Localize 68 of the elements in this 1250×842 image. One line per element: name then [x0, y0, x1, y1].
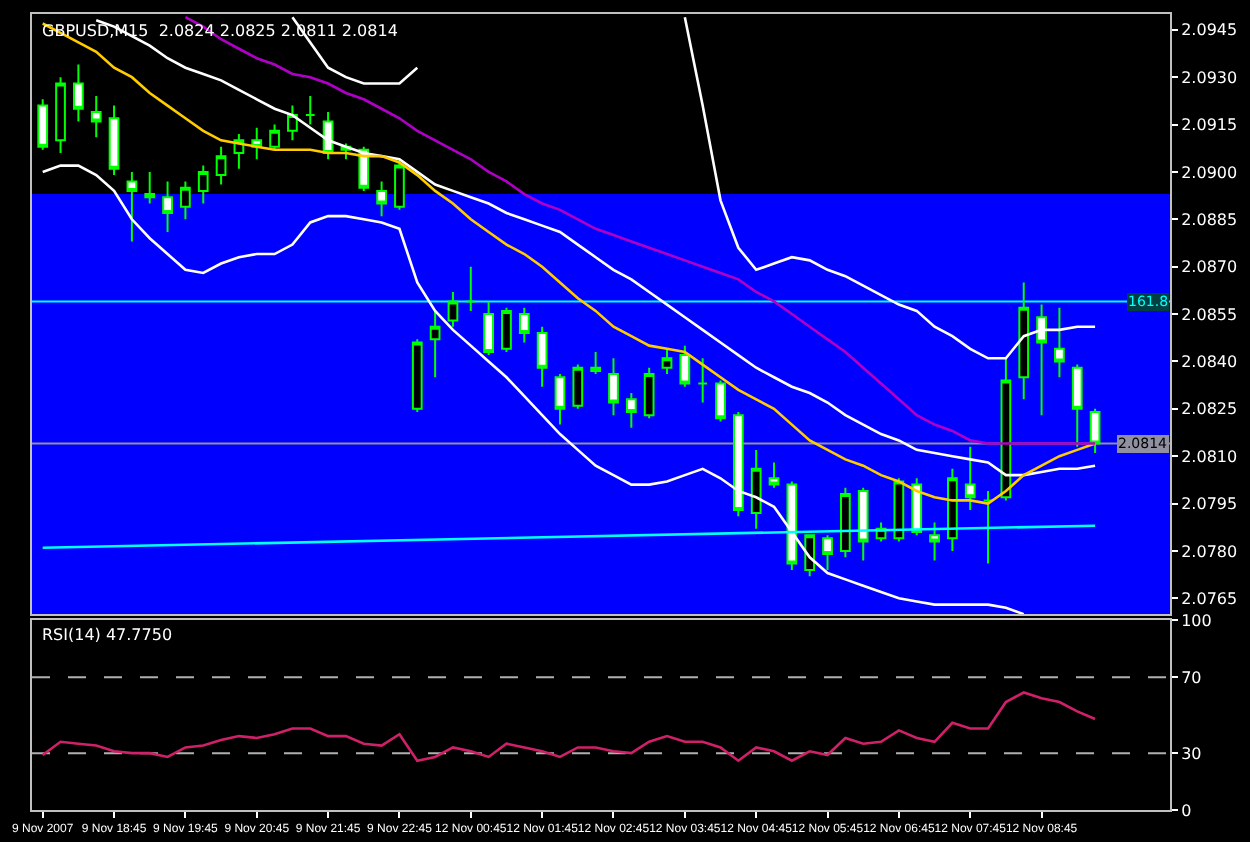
candlestick [625, 392, 637, 429]
candlestick [911, 477, 923, 537]
candlestick [162, 180, 173, 233]
candlestick [750, 448, 762, 530]
candlestick [55, 76, 66, 154]
candlestick [447, 290, 459, 328]
candlestick [554, 373, 566, 426]
candlestick [572, 363, 584, 410]
candlestick [768, 461, 780, 489]
candlestick [483, 300, 494, 357]
y-tick-label: 2.0855 [1181, 305, 1238, 324]
candlestick [857, 486, 869, 562]
candlestick [287, 104, 298, 142]
candlestick [786, 480, 798, 571]
candlestick [822, 534, 833, 571]
chart-title: RSI(14) 47.7750 [42, 626, 173, 644]
candlestick [661, 347, 673, 376]
candlestick [518, 306, 530, 344]
y-tick-label: 2.0780 [1181, 542, 1238, 561]
candlestick [144, 170, 156, 205]
candlestick [679, 344, 691, 388]
candlestick [536, 325, 548, 388]
y-tick-label: 70 [1181, 668, 1202, 687]
candlestick [715, 379, 726, 423]
candlestick [180, 180, 191, 221]
y-tick-label: 2.0900 [1181, 163, 1238, 182]
y-tick-label: 100 [1181, 612, 1212, 631]
y-tick-label: 2.0885 [1181, 210, 1238, 229]
candlestick [304, 95, 316, 126]
candlestick [411, 338, 423, 413]
candlestick [465, 265, 477, 312]
candlestick [643, 366, 655, 420]
candlestick [429, 309, 441, 379]
y-tick-label: 2.0795 [1181, 495, 1238, 514]
candlestick [732, 410, 744, 518]
y-tick-label: 2.0765 [1181, 589, 1238, 608]
candlestick [37, 98, 49, 151]
candlestick [1071, 363, 1083, 448]
candlestick [608, 357, 619, 417]
y-tick-label: 2.0810 [1181, 447, 1238, 466]
candlestick [1018, 281, 1030, 401]
y-tick-label: 2.0840 [1181, 353, 1238, 372]
candlestick [108, 104, 120, 177]
candlestick [840, 486, 851, 559]
candlestick [697, 357, 709, 404]
candlestick [90, 95, 102, 139]
line-series [41, 691, 1097, 763]
candlestick [929, 521, 940, 562]
y-tick-label: 2.0825 [1181, 400, 1238, 419]
candlestick [947, 467, 958, 552]
candlestick [126, 170, 138, 243]
candlestick [501, 306, 512, 353]
candlestick [376, 180, 387, 218]
y-tick-label: 30 [1181, 744, 1202, 763]
candlestick [269, 123, 280, 151]
y-tick-label: 2.0945 [1181, 21, 1238, 40]
candlestick [215, 145, 227, 186]
candlestick [73, 63, 84, 123]
candlestick [1089, 407, 1101, 455]
y-tick-label: 2.0930 [1181, 68, 1238, 87]
line-series [41, 164, 1026, 615]
candlestick [982, 489, 994, 565]
y-tick-label: 2.0915 [1181, 116, 1238, 135]
y-tick-label: 0 [1181, 801, 1192, 820]
candlestick [394, 158, 405, 211]
y-tick-label: 2.0870 [1181, 258, 1238, 277]
candlestick [197, 164, 209, 205]
candlestick [590, 350, 602, 376]
